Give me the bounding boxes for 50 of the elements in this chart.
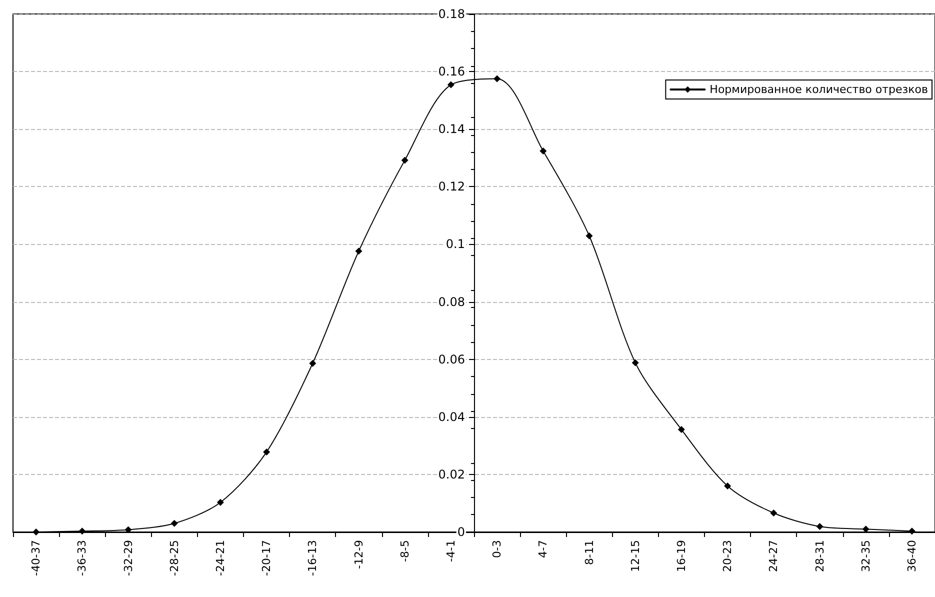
y-tick-label: 0.16 [438, 64, 465, 79]
y-tick-label: 0.18 [438, 7, 465, 21]
point [494, 75, 501, 82]
y-tick-label: 0.1 [446, 237, 465, 252]
point [632, 359, 639, 366]
y-tick-label: 0.08 [438, 294, 465, 309]
point [678, 426, 685, 434]
x-tick-label: -12-9 [352, 540, 366, 569]
x-tick-label: -32-29 [122, 540, 135, 576]
point [216, 498, 224, 506]
point [540, 147, 547, 154]
point [309, 360, 316, 367]
x-tick-label: 16-19 [674, 540, 688, 572]
y-tick-label: 0.14 [438, 122, 465, 136]
point [263, 448, 270, 456]
x-tick-label: -24-21 [214, 540, 227, 576]
x-tick-label: -28-25 [168, 540, 181, 576]
point [770, 510, 778, 517]
x-tick-label: -40-37 [30, 540, 43, 576]
point [170, 520, 178, 527]
x-tick-label: 4-7 [536, 540, 550, 558]
y-tick-label: 0.06 [438, 352, 465, 366]
x-tick-label: -4-1 [444, 540, 458, 562]
x-tick-label: 28-31 [813, 540, 826, 572]
point [586, 232, 593, 240]
point [32, 528, 40, 536]
x-tick-label: 20-23 [721, 540, 734, 572]
y-tick-label: 0.02 [438, 467, 465, 482]
point [124, 526, 132, 534]
x-tick-label: -36-33 [76, 540, 89, 576]
x-tick-label: 32-35 [859, 540, 872, 572]
x-tick-label: 24-27 [767, 540, 780, 572]
point [816, 523, 824, 530]
point [401, 156, 408, 164]
x-tick-label: -8-5 [398, 540, 412, 562]
y-tick-label: 0.04 [438, 410, 465, 424]
point [908, 528, 916, 535]
point [724, 482, 732, 490]
x-tick-label: -20-17 [260, 540, 274, 576]
y-tick-label: 0 [457, 525, 465, 539]
point [78, 528, 86, 535]
point [447, 81, 454, 88]
x-tick-label: 12-15 [628, 540, 642, 572]
y-tick-label: 0.12 [438, 180, 465, 194]
legend-label: Нормированное количество отрезков [710, 83, 928, 96]
point [355, 248, 362, 255]
x-tick-label: 36-40 [905, 540, 918, 572]
x-tick-label: -16-13 [306, 540, 320, 576]
x-tick-label: 0-3 [490, 540, 504, 558]
x-tick-label: 8-11 [582, 540, 596, 565]
